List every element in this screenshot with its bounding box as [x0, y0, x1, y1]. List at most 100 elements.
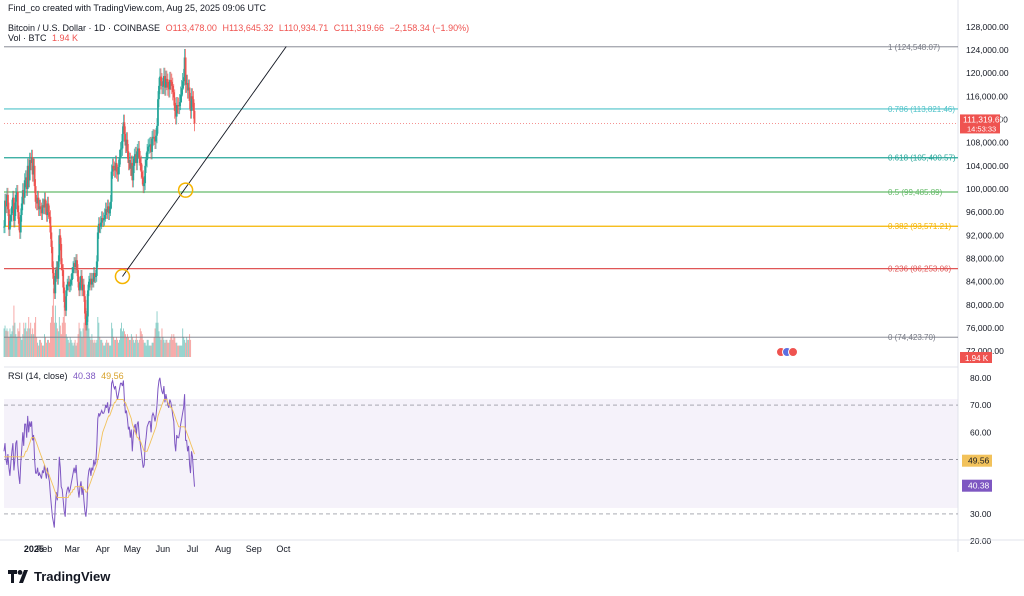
volume-bar	[13, 305, 15, 357]
candle-body	[141, 171, 144, 178]
candles	[3, 48, 196, 331]
candle-body	[177, 105, 180, 107]
candle-body	[41, 205, 44, 214]
volume-bar	[186, 337, 188, 357]
volume-bar	[161, 328, 163, 357]
volume-bar	[42, 345, 43, 357]
candle-body	[102, 219, 105, 221]
candle-body	[19, 215, 22, 233]
volume-bar	[133, 342, 135, 357]
volume-bar	[139, 328, 141, 357]
candle-body	[84, 296, 86, 314]
candle-body	[47, 203, 50, 213]
volume-bar	[111, 322, 113, 357]
candle-body	[158, 85, 160, 100]
volume-bar	[119, 339, 120, 357]
volume-bar	[37, 342, 39, 357]
volume-bar	[145, 345, 147, 357]
volume-bar	[12, 325, 14, 357]
volume-bar	[143, 342, 145, 357]
volume-bar	[125, 337, 127, 357]
candle-body	[75, 260, 77, 268]
candle-body	[92, 273, 95, 282]
volume-bar	[154, 328, 156, 357]
candle-body	[99, 222, 102, 227]
volume-bar	[69, 337, 71, 357]
volume-bar	[63, 305, 65, 357]
candle-body	[132, 165, 135, 181]
volume-bar	[4, 325, 6, 357]
candle-body	[22, 190, 25, 198]
volume-bar	[3, 328, 5, 357]
time-tick-label: Oct	[276, 544, 291, 554]
candle-body	[131, 162, 134, 181]
candle-body	[29, 160, 32, 163]
rsi-tick-label: 60.00	[970, 427, 992, 437]
candle-body	[103, 215, 106, 220]
candle-body	[48, 212, 51, 217]
volume-bar	[78, 322, 80, 357]
volume-bar	[30, 322, 32, 357]
volume-bar	[6, 328, 8, 357]
ohlc-open: O113,478.00	[165, 23, 217, 33]
candle-body	[138, 148, 141, 159]
rsi-ma-tag-value: 49.56	[968, 456, 990, 466]
fib-label: 0.618 (105,400.57)	[888, 154, 956, 163]
candle-body	[11, 197, 14, 207]
volume-bar	[34, 322, 36, 357]
volume-bar	[76, 342, 78, 357]
volume-bar	[170, 337, 172, 357]
rsi-title[interactable]: RSI (14, close)	[8, 371, 68, 381]
volume-bar	[55, 322, 57, 357]
volume-bar	[130, 334, 132, 357]
price-axis: 128,000.00 124,000.00 120,000.00 116,000.00…	[966, 22, 1009, 356]
price-tick-label: 88,000.00	[966, 254, 1004, 264]
ohlc-close: C111,319.66	[333, 23, 384, 33]
candle-body	[43, 199, 46, 208]
candle-body	[146, 151, 149, 161]
tradingview-brand[interactable]: TradingView	[8, 569, 110, 584]
volume-bar	[40, 339, 42, 357]
volume-bar	[121, 322, 122, 357]
volume-bar	[173, 334, 175, 357]
candle-body	[148, 145, 150, 147]
candle-body	[96, 232, 99, 262]
volume-bar	[178, 345, 180, 357]
volume-bar	[87, 311, 89, 357]
fib-label: 0.236 (86,253.06)	[888, 265, 951, 274]
candle-body	[180, 88, 183, 95]
candle-body	[21, 190, 24, 204]
candle-body	[8, 209, 10, 230]
candle-body	[119, 149, 122, 158]
candle-body	[168, 80, 171, 90]
candle-body	[137, 148, 140, 152]
candle-body	[106, 206, 109, 213]
volume-bar	[75, 345, 77, 357]
candle-body	[169, 80, 172, 82]
volume-bar	[47, 339, 48, 357]
time-tick-label: Aug	[215, 544, 231, 554]
symbol-title[interactable]: Bitcoin / U.S. Dollar · 1D · COINBASE	[8, 23, 161, 33]
volume-tag	[960, 352, 992, 363]
time-tick-label: 2025	[24, 544, 44, 554]
volume-bar	[26, 331, 28, 357]
candle-body	[59, 235, 62, 245]
candle-body	[45, 207, 48, 216]
candle-body	[124, 133, 127, 146]
candle-body	[193, 110, 196, 124]
countdown-value: 14:53:33	[967, 124, 996, 133]
volume-legend: Vol · BTC 1.94 K	[8, 33, 81, 43]
volume-bar	[138, 339, 140, 357]
volume-bar	[169, 339, 171, 357]
candle-body	[170, 81, 173, 86]
volume-bar	[38, 345, 40, 357]
candle-body	[107, 206, 110, 214]
candle-body	[95, 261, 98, 276]
volume-title[interactable]: Vol · BTC	[8, 33, 47, 43]
rsi-tick-label: 70.00	[970, 400, 992, 410]
candle-body	[89, 278, 92, 285]
candle-body	[125, 139, 128, 146]
candle-body	[82, 284, 84, 291]
candle-body	[136, 151, 139, 163]
